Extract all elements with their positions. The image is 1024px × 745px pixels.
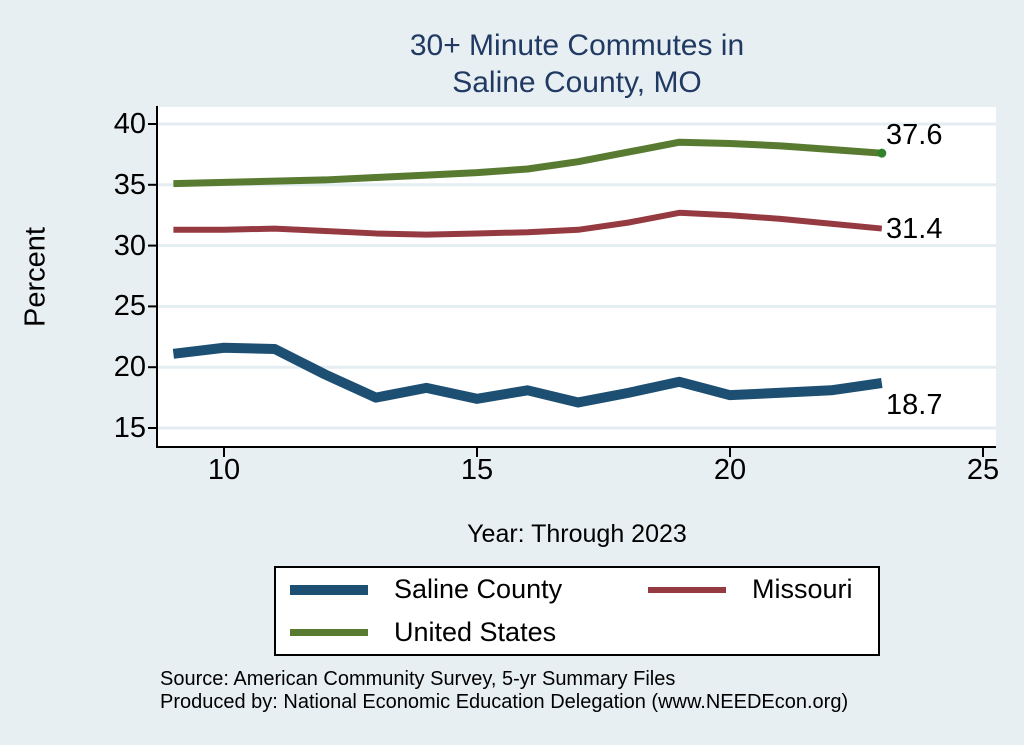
series-line-missouri [173,209,883,238]
legend-swatch-saline-county [290,584,368,595]
legend-label-united-states: United States [394,617,557,647]
legend-label-saline-county: Saline County [394,574,563,604]
source-note: Source: American Community Survey, 5-yr … [160,668,848,714]
x-tick-label: 10 [207,454,241,486]
chart-legend: Saline County Missouri United States [274,566,880,656]
chart-title-line1: 30+ Minute Commutes in [409,29,745,62]
chart-title-line2: Saline County, MO [452,66,702,99]
x-tick-label: 25 [966,454,1000,486]
end-label-missouri: 31.4 [886,213,943,245]
source-line: Source: American Community Survey, 5-yr … [160,668,676,690]
y-tick-label: 15 [113,412,146,444]
series-line-united-states [173,138,883,188]
chart-title: 30+ Minute Commutes in Saline County, MO [158,27,996,101]
plot-background [158,107,996,447]
legend-swatch-missouri [648,586,726,593]
legend-item-united-states: United States [290,616,648,650]
y-tick-label: 30 [113,229,146,262]
y-tick-label: 20 [113,351,146,384]
end-label-saline-county: 18.7 [886,389,943,421]
legend-label-missouri: Missouri [752,574,853,604]
x-tick-label: 15 [460,454,494,486]
legend-item-saline-county: Saline County [290,573,648,607]
series-line-saline-county [172,342,883,408]
produced-by-line: Produced by: National Economic Education… [160,691,849,713]
y-tick-label: 40 [113,108,146,140]
x-axis-title: Year: Through 2023 [467,520,687,548]
x-tick-label: 20 [713,454,747,486]
y-tick-label: 35 [113,168,146,201]
end-label-united-states: 37.6 [886,119,943,151]
y-tick-label: 25 [113,290,146,323]
legend-swatch-united-states [290,629,368,636]
legend-item-missouri: Missouri [648,573,878,607]
series-end-dot-united-states [877,148,887,158]
